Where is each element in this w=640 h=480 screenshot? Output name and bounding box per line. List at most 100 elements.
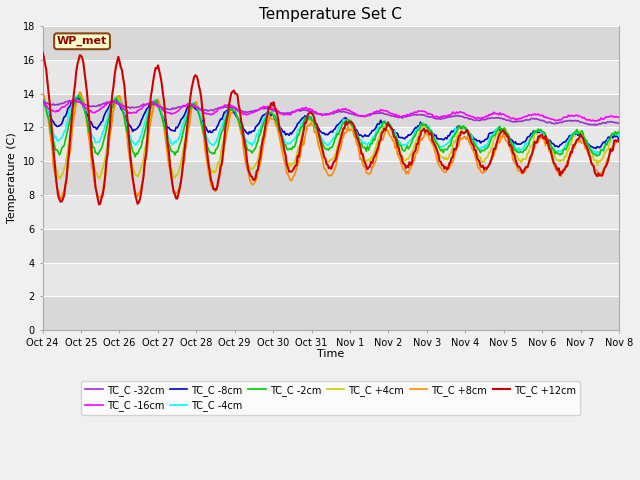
TC_C -32cm xyxy=(563,118,571,124)
TC_C -8cm xyxy=(463,128,471,134)
TC_C +8cm xyxy=(615,137,623,143)
TC_C -4cm xyxy=(615,133,623,139)
TC_C -16cm xyxy=(283,112,291,118)
TC_C -8cm xyxy=(390,127,397,132)
TC_C -2cm xyxy=(131,154,139,160)
TC_C -8cm xyxy=(219,113,227,119)
TC_C -16cm xyxy=(592,119,600,124)
TC_C -16cm xyxy=(38,100,46,106)
Line: TC_C +8cm: TC_C +8cm xyxy=(42,91,619,199)
TC_C -4cm xyxy=(219,120,227,126)
TC_C +4cm xyxy=(95,176,103,182)
Y-axis label: Temperature (C): Temperature (C) xyxy=(7,133,17,224)
Bar xyxy=(42,161,619,195)
Line: TC_C -32cm: TC_C -32cm xyxy=(42,101,619,125)
TC_C +8cm xyxy=(463,134,471,140)
TC_C -8cm xyxy=(38,96,46,102)
TC_C +8cm xyxy=(563,158,571,164)
TC_C -8cm xyxy=(592,145,600,151)
TC_C -4cm xyxy=(362,142,370,147)
TC_C +12cm xyxy=(463,127,471,133)
TC_C -16cm xyxy=(463,112,471,118)
Bar xyxy=(42,26,619,60)
Bar xyxy=(42,229,619,263)
TC_C +12cm xyxy=(95,202,103,207)
TC_C +8cm xyxy=(390,138,397,144)
TC_C -32cm xyxy=(463,115,471,121)
TC_C -8cm xyxy=(362,133,370,139)
TC_C -4cm xyxy=(38,95,46,100)
Line: TC_C -2cm: TC_C -2cm xyxy=(42,96,619,157)
TC_C -8cm xyxy=(615,136,623,142)
TC_C -16cm xyxy=(362,113,370,119)
TC_C +8cm xyxy=(283,171,291,177)
Bar xyxy=(42,263,619,297)
Line: TC_C +12cm: TC_C +12cm xyxy=(42,52,619,204)
TC_C +4cm xyxy=(38,93,46,99)
Line: TC_C -4cm: TC_C -4cm xyxy=(42,96,619,155)
TC_C -8cm xyxy=(563,136,571,142)
TC_C +12cm xyxy=(563,163,571,169)
TC_C -2cm xyxy=(564,140,572,146)
Title: Temperature Set C: Temperature Set C xyxy=(259,7,402,22)
TC_C -2cm xyxy=(220,121,228,127)
TC_C +8cm xyxy=(362,169,370,175)
TC_C +8cm xyxy=(219,156,227,161)
TC_C -2cm xyxy=(465,129,472,134)
TC_C -32cm xyxy=(283,110,291,116)
TC_C +4cm xyxy=(391,135,399,141)
X-axis label: Time: Time xyxy=(317,349,344,360)
TC_C +12cm xyxy=(38,49,46,55)
TC_C -2cm xyxy=(284,147,292,153)
TC_C -16cm xyxy=(615,114,623,120)
TC_C -32cm xyxy=(362,113,370,119)
TC_C +12cm xyxy=(219,150,227,156)
TC_C -32cm xyxy=(615,120,623,126)
TC_C -16cm xyxy=(219,104,227,110)
Line: TC_C +4cm: TC_C +4cm xyxy=(42,94,619,179)
TC_C -16cm xyxy=(71,97,79,103)
TC_C -4cm xyxy=(563,140,571,146)
Bar xyxy=(42,94,619,127)
TC_C -32cm xyxy=(592,122,600,128)
TC_C -4cm xyxy=(592,152,600,157)
TC_C -8cm xyxy=(74,95,81,100)
TC_C +8cm xyxy=(57,196,65,202)
TC_C -32cm xyxy=(38,98,46,104)
Line: TC_C -16cm: TC_C -16cm xyxy=(42,100,619,121)
TC_C +4cm xyxy=(465,132,472,137)
TC_C -4cm xyxy=(463,129,471,134)
TC_C +4cm xyxy=(284,162,292,168)
TC_C +4cm xyxy=(364,157,371,163)
TC_C -4cm xyxy=(390,128,397,133)
Bar xyxy=(42,195,619,229)
TC_C -4cm xyxy=(283,140,291,146)
TC_C -2cm xyxy=(364,144,371,149)
TC_C +12cm xyxy=(390,134,397,140)
Bar xyxy=(42,60,619,94)
Bar xyxy=(42,297,619,330)
TC_C -2cm xyxy=(38,96,46,102)
TC_C -32cm xyxy=(390,113,397,119)
TC_C -8cm xyxy=(283,131,291,137)
TC_C -16cm xyxy=(563,114,571,120)
TC_C -2cm xyxy=(75,93,83,98)
Legend: TC_C -32cm, TC_C -16cm, TC_C -8cm, TC_C -4cm, TC_C -2cm, TC_C +4cm, TC_C +8cm, T: TC_C -32cm, TC_C -16cm, TC_C -8cm, TC_C … xyxy=(81,381,580,415)
TC_C +4cm xyxy=(220,134,228,140)
Bar xyxy=(42,127,619,161)
TC_C +12cm xyxy=(615,139,623,144)
TC_C +12cm xyxy=(283,161,291,167)
TC_C -16cm xyxy=(390,111,397,117)
TC_C +8cm xyxy=(38,88,46,94)
TC_C +4cm xyxy=(76,91,84,97)
Line: TC_C -8cm: TC_C -8cm xyxy=(42,97,619,148)
TC_C -32cm xyxy=(67,98,74,104)
TC_C -2cm xyxy=(615,129,623,135)
TC_C -2cm xyxy=(391,135,399,141)
Text: WP_met: WP_met xyxy=(57,36,107,47)
TC_C +12cm xyxy=(362,163,370,169)
TC_C +4cm xyxy=(564,147,572,153)
TC_C -32cm xyxy=(219,105,227,110)
TC_C +4cm xyxy=(615,131,623,136)
TC_C -4cm xyxy=(74,93,81,98)
